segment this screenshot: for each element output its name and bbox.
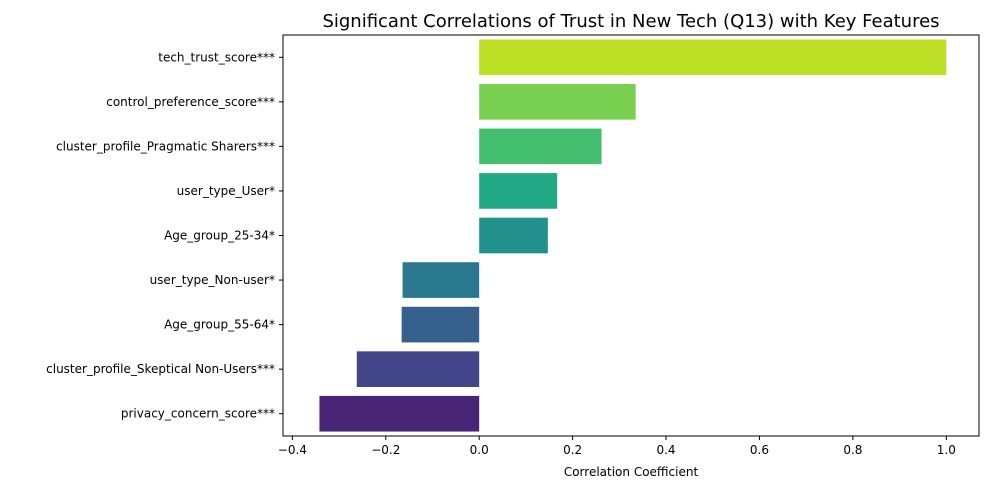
- y-tick-label: tech_trust_score***: [158, 50, 275, 64]
- bars-group: [319, 39, 947, 432]
- x-axis-label: Correlation Coefficient: [564, 465, 699, 479]
- x-tick-label: 1.0: [937, 443, 956, 457]
- x-tick-label: −0.4: [278, 443, 307, 457]
- y-tick-labels: tech_trust_score*** control_preference_sc…: [46, 50, 283, 421]
- bar-4: [479, 217, 548, 254]
- bar-0: [479, 39, 947, 76]
- bar-1: [479, 84, 636, 120]
- x-ticks: −0.4 −0.2 0.0 0.2 0.4 0.6 0.8 1.0: [278, 436, 956, 457]
- bar-3: [479, 173, 558, 209]
- y-tick-label: Age_group_25-34*: [164, 229, 275, 243]
- y-tick-label: user_type_Non-user*: [150, 273, 275, 287]
- y-tick-label: cluster_profile_Pragmatic Sharers***: [56, 139, 275, 153]
- x-tick-label: 0.0: [470, 443, 489, 457]
- plot-frame: [282, 34, 980, 437]
- bar-6: [401, 306, 480, 343]
- y-tick-label: control_preference_score***: [106, 95, 275, 109]
- bar-5: [402, 262, 480, 298]
- y-tick-label: privacy_concern_score***: [121, 407, 275, 421]
- x-tick-label: −0.2: [371, 443, 400, 457]
- bar-7: [356, 351, 480, 387]
- chart-title: Significant Correlations of Trust in New…: [322, 11, 939, 32]
- y-tick-label: cluster_profile_Skeptical Non-Users***: [46, 362, 275, 376]
- y-tick-label: user_type_User*: [177, 184, 275, 198]
- x-tick-label: 0.2: [563, 443, 582, 457]
- x-tick-label: 0.6: [750, 443, 769, 457]
- x-tick-label: 0.8: [843, 443, 862, 457]
- x-tick-label: 0.4: [656, 443, 675, 457]
- bar-2: [479, 128, 602, 165]
- bar-8: [319, 395, 480, 432]
- y-tick-label: Age_group_55-64*: [164, 318, 275, 332]
